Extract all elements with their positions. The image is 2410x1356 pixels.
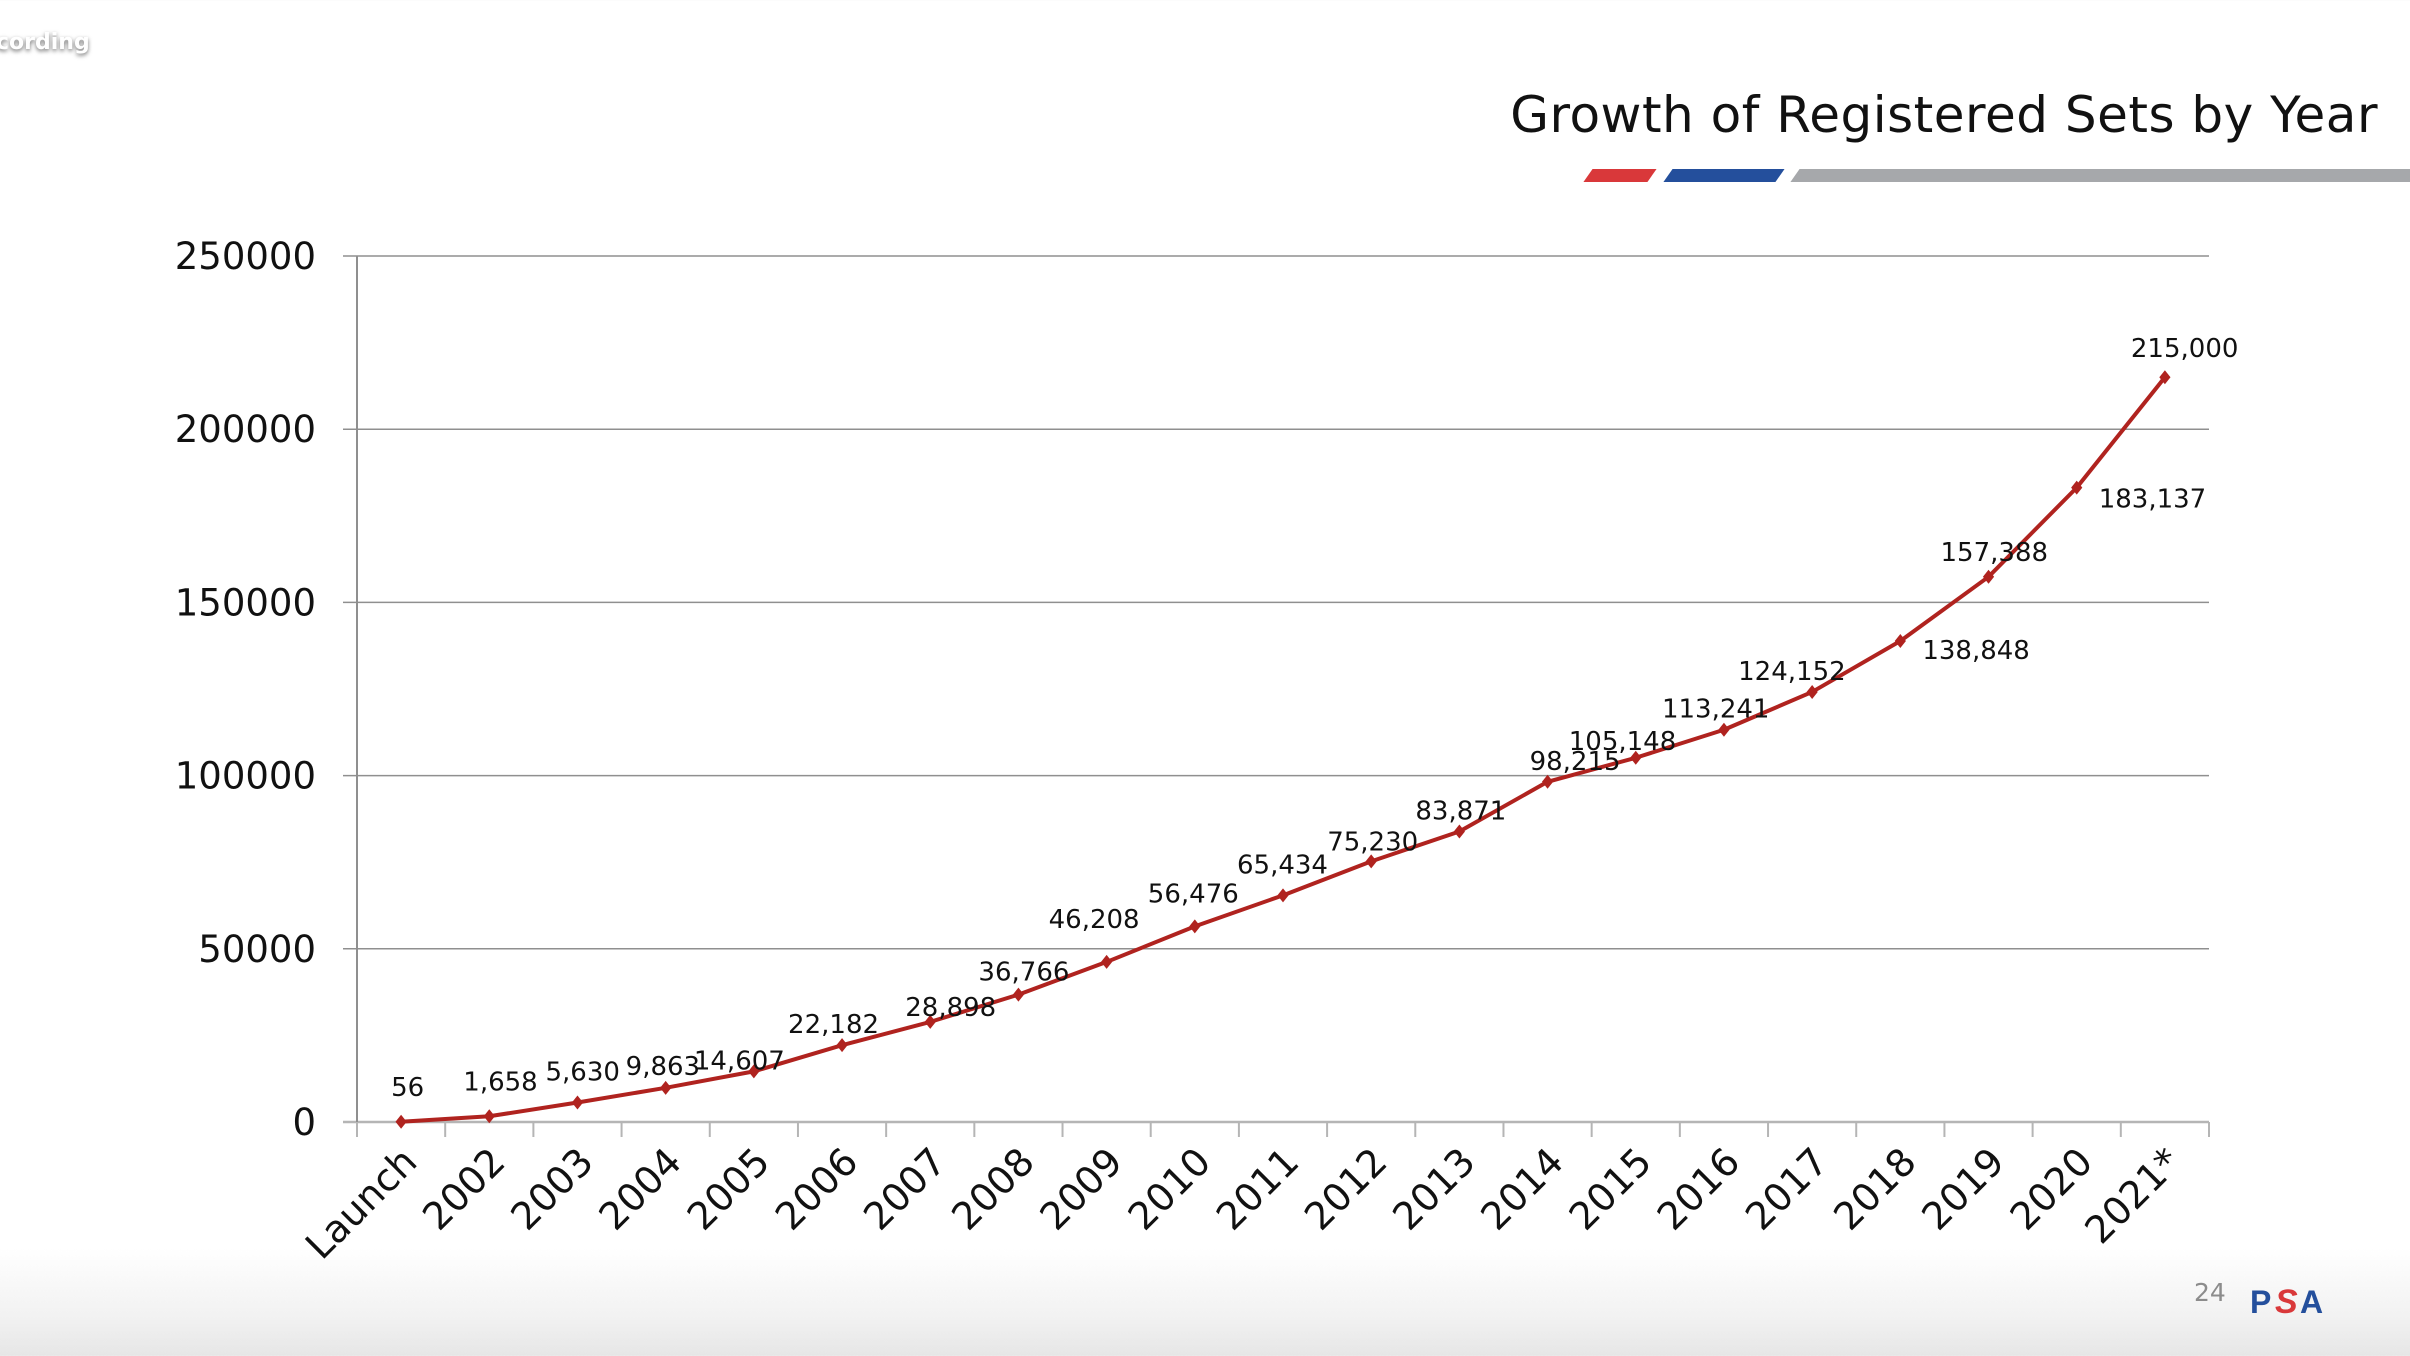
data-point-marker	[1541, 774, 1554, 789]
y-tick-labels: 0 50000 100000 150000 200000 250000	[175, 235, 316, 1144]
data-label: 215,000	[2131, 334, 2239, 364]
psa-logo: P S A	[2250, 1283, 2323, 1318]
data-point-marker	[1012, 987, 1025, 1002]
y-tick-label: 150000	[175, 581, 316, 624]
data-point-marker	[1453, 824, 1465, 839]
data-point-marker	[1630, 750, 1642, 765]
logo-letter-s: S	[2275, 1283, 2298, 1318]
x-tick-label: 2014	[1472, 1139, 1572, 1239]
x-tick-label: 2008	[943, 1139, 1043, 1239]
gridlines	[343, 255, 2209, 1124]
data-point-marker	[1365, 854, 1377, 869]
y-tick-label: 200000	[175, 408, 316, 451]
data-point-marker	[2071, 480, 2083, 495]
slide-title: Growth of Registered Sets by Year	[1510, 86, 2378, 144]
data-point-marker	[1277, 888, 1289, 903]
logo-letter-a: A	[2300, 1284, 2323, 1318]
data-point-marker	[1982, 569, 1995, 584]
data-label: 98,215	[1530, 747, 1621, 777]
data-point-marker	[924, 1014, 936, 1029]
data-label: 75,230	[1327, 827, 1418, 857]
x-tick-labels: Launch2002200320042005200620072008200920…	[297, 1139, 2189, 1267]
data-point-marker	[1718, 722, 1730, 737]
x-tick-label: 2009	[1031, 1139, 1131, 1239]
data-label: 124,152	[1738, 657, 1846, 687]
data-label: 9,863	[626, 1052, 700, 1082]
data-label: 46,208	[1049, 905, 1140, 935]
data-point-marker	[1894, 634, 1906, 649]
x-tick-label: 2005	[679, 1139, 779, 1239]
y-tick-label: 250000	[175, 235, 316, 278]
data-label: 83,871	[1415, 796, 1506, 826]
y-tick-label: 50000	[198, 928, 316, 971]
data-label: 138,848	[1922, 636, 2030, 666]
axes	[356, 256, 2210, 1137]
data-label: 28,898	[905, 993, 996, 1023]
data-point-marker	[1101, 954, 1113, 969]
data-point-marker	[748, 1064, 760, 1079]
x-tick-label: 2021*	[2076, 1139, 2189, 1252]
data-label: 56,476	[1148, 879, 1239, 909]
data-point-marker	[2159, 370, 2171, 385]
page-number: 24	[2194, 1278, 2226, 1307]
x-tick-label: 2017	[1737, 1139, 1837, 1239]
data-label: 105,148	[1569, 727, 1677, 757]
data-label: 22,182	[788, 1010, 879, 1040]
x-tick-label: Launch	[297, 1139, 425, 1267]
y-tick-label: 100000	[175, 755, 316, 798]
data-label: 157,388	[1941, 538, 2049, 568]
x-tick-label: 2011	[1208, 1139, 1308, 1239]
recording-indicator: cording	[0, 30, 90, 55]
data-label: 1,658	[463, 1067, 537, 1097]
data-label: 5,630	[545, 1057, 619, 1087]
x-tick-label: 2018	[1825, 1139, 1925, 1239]
x-tick-label: 2004	[591, 1139, 691, 1239]
data-point-marker	[660, 1080, 672, 1095]
x-tick-label: 2006	[767, 1139, 867, 1239]
data-point-marker	[836, 1038, 848, 1053]
data-label: 113,241	[1662, 695, 1770, 725]
logo-letter-p: P	[2250, 1284, 2271, 1318]
data-label: 56	[391, 1073, 424, 1103]
x-tick-label: 2002	[414, 1139, 514, 1239]
x-tick-label: 2016	[1649, 1139, 1749, 1239]
x-tick-label: 2019	[1913, 1139, 2013, 1239]
x-tick-label: 2003	[502, 1139, 602, 1239]
data-point-marker	[571, 1095, 584, 1110]
x-tick-label: 2013	[1384, 1139, 1484, 1239]
data-label: 183,137	[2099, 485, 2207, 515]
x-tick-label: 2010	[1120, 1139, 1220, 1239]
data-label: 65,434	[1237, 850, 1328, 880]
x-tick-label: 2012	[1296, 1139, 1396, 1239]
x-tick-label: 2015	[1561, 1139, 1661, 1239]
data-label: 14,607	[694, 1046, 785, 1076]
data-point-marker	[395, 1114, 407, 1129]
data-point-marker	[1189, 919, 1201, 934]
data-label: 36,766	[978, 958, 1069, 988]
data-series	[395, 370, 2171, 1129]
y-tick-label: 0	[292, 1101, 316, 1144]
series-line	[400, 375, 2167, 1124]
x-tick-label: 2007	[855, 1139, 955, 1239]
data-point-marker	[1806, 684, 1818, 699]
data-point-marker	[483, 1109, 495, 1124]
